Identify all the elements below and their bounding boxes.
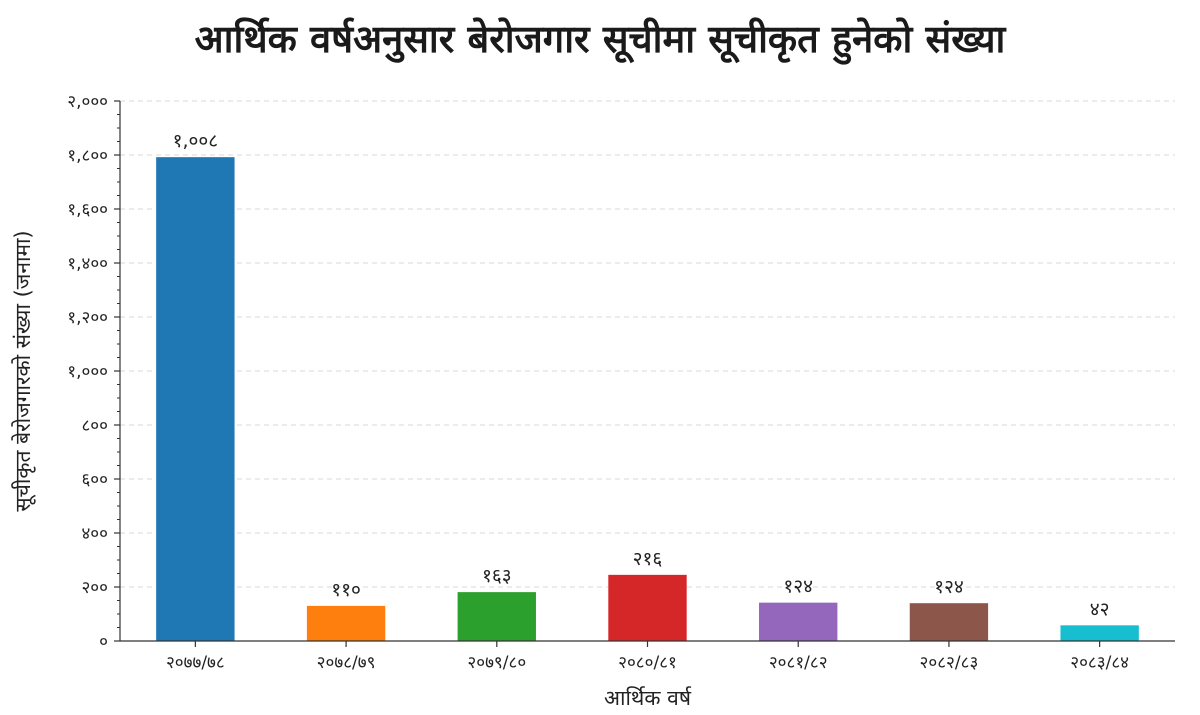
bar xyxy=(156,157,235,641)
y-tick-label: १,६०० xyxy=(67,200,108,220)
y-tick-label: ८०० xyxy=(81,416,108,436)
y-tick-label: २०० xyxy=(81,578,108,598)
data-label: २१६ xyxy=(633,548,663,570)
y-tick-label: १,४०० xyxy=(67,254,108,274)
data-label: १२४ xyxy=(934,576,964,598)
data-labels: १,००८ ११० १६३ २१६ १२४ १२४ ४२ xyxy=(173,130,1110,620)
x-tick-label: २०७८/७९ xyxy=(317,653,376,673)
y-tick-label: १,२०० xyxy=(67,308,108,328)
y-tick-label: ० xyxy=(99,632,108,652)
x-ticks: २०७७/७८ २०७८/७९ २०७९/८० २०८०/८१ २०८१/८२ २०८२/… xyxy=(166,641,1129,673)
data-label: ४२ xyxy=(1090,598,1110,620)
y-tick-label: २,००० xyxy=(67,92,108,112)
data-label: १२४ xyxy=(783,576,813,598)
x-tick-label: २०८२/८३ xyxy=(920,653,979,673)
y-tick-label: १,८०० xyxy=(67,146,108,166)
y-tick-label: ४०० xyxy=(81,524,108,544)
chart-title: आर्थिक वर्षअनुसार बेरोजगार सूचीमा सूचीकृ… xyxy=(194,17,1006,61)
bar xyxy=(1060,625,1139,641)
data-label: ११० xyxy=(331,579,361,601)
bar xyxy=(457,592,536,641)
bar xyxy=(759,602,838,641)
gridlines xyxy=(120,100,1175,588)
y-tick-label: ६०० xyxy=(81,470,108,490)
bars xyxy=(156,157,1139,641)
bar xyxy=(306,605,386,641)
x-tick-label: २०८३/८४ xyxy=(1070,653,1129,673)
y-ticks: ० २०० ४०० ६०० ८०० १,००० १,२०० १,४०० १,६०० १,८०० २,… xyxy=(67,92,120,652)
x-axis-title: आर्थिक वर्ष xyxy=(604,686,692,710)
bar xyxy=(909,603,989,641)
data-label: १६३ xyxy=(482,565,512,587)
x-tick-label: २०८०/८१ xyxy=(618,653,677,673)
data-label: १,००८ xyxy=(173,130,219,152)
bar xyxy=(608,574,687,641)
y-axis-title: सूचीकृत बेरोजगारको संख्या (जनामा) xyxy=(11,230,36,511)
y-tick-label: १,००० xyxy=(67,362,108,382)
x-tick-label: २०८१/८२ xyxy=(769,653,828,673)
x-tick-label: २०७७/७८ xyxy=(166,653,225,673)
x-tick-label: २०७९/८० xyxy=(467,653,526,673)
